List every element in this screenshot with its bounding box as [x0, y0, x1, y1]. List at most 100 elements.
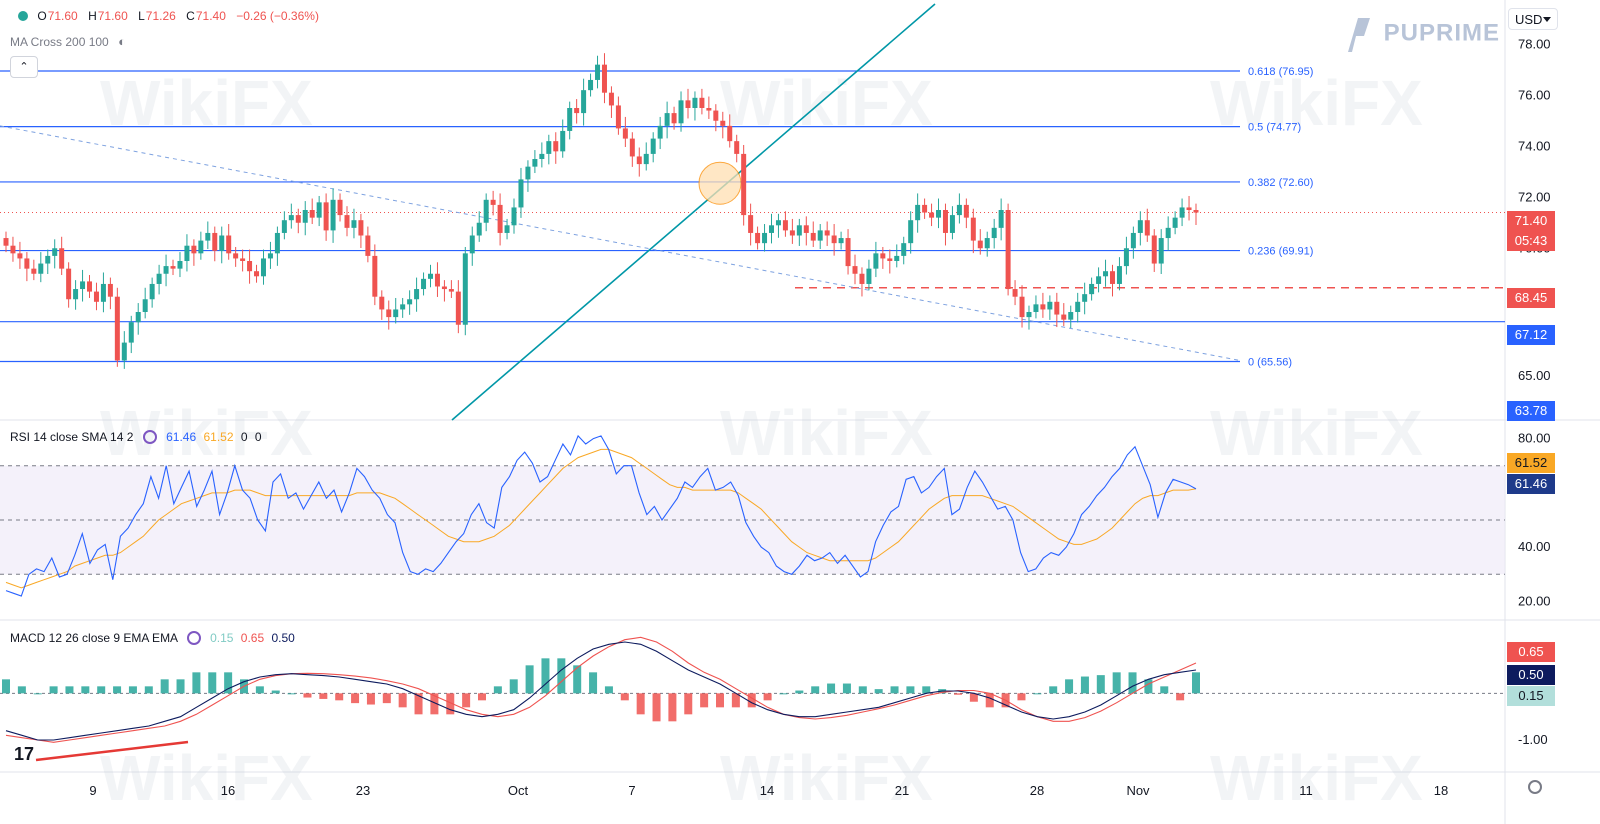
candle-body [963, 204, 969, 218]
tradingview-logo-icon[interactable]: 17 [14, 744, 34, 765]
candle [1026, 305, 1032, 330]
candle [240, 249, 246, 272]
tradingview-mark: 17 [14, 744, 35, 764]
time-tick-label: 23 [356, 783, 370, 798]
candle [768, 213, 774, 244]
macd-hist-bar [208, 672, 217, 694]
candle-body [1103, 271, 1109, 277]
macd-settings-icon[interactable] [186, 631, 201, 645]
candle [1019, 285, 1025, 328]
collapse-legend-button[interactable]: ⌃ [10, 56, 38, 78]
candle-body [866, 268, 872, 284]
candle-body [1137, 220, 1143, 233]
time-tick-label: Oct [508, 783, 529, 798]
macd-hist-bar [255, 686, 264, 694]
macd-hist-bar [287, 693, 296, 695]
rsi-value: 61.46 [166, 430, 197, 444]
candle-body [1033, 304, 1039, 312]
falling-trendline [0, 125, 1241, 361]
watermark-text: WikiFX [720, 67, 933, 139]
candle [247, 249, 253, 284]
candle [469, 226, 475, 266]
candle-body [713, 110, 719, 121]
candle-body [177, 261, 183, 269]
eye-off-icon[interactable]: ◐ [118, 34, 126, 49]
candle [796, 218, 802, 246]
candle [1144, 208, 1150, 242]
candle-body [720, 120, 726, 126]
macd-hist-bar [557, 658, 566, 694]
macd-hist-bar [271, 690, 280, 694]
macd-hist-bar [414, 693, 423, 715]
candle-body [434, 273, 440, 287]
fib-label: 0.382 (72.60) [1248, 177, 1313, 189]
candle-body [288, 215, 294, 221]
candle [1137, 211, 1143, 246]
candle [156, 264, 162, 295]
candle-body [372, 255, 378, 297]
candle-body [692, 97, 698, 108]
candle-body [664, 113, 670, 126]
price-tick-label: 72.00 [1518, 189, 1551, 204]
candle-body [45, 255, 51, 264]
macd-hist-bar [398, 693, 407, 708]
indicator-legend[interactable]: MA Cross 200 100 ◐ [10, 34, 126, 49]
candle-body [344, 215, 350, 228]
candle [295, 208, 301, 234]
candle [608, 86, 614, 118]
candle-body [59, 248, 65, 269]
candle-body [1186, 207, 1192, 210]
rsi-tick-label: 20.00 [1518, 593, 1551, 608]
candle [720, 111, 726, 139]
macd-legend[interactable]: MACD 12 26 close 9 EMA EMA 0.15 0.65 0.5… [10, 631, 299, 645]
macd-hist-bar [160, 679, 169, 694]
watermark-text: WikiFX [100, 742, 313, 814]
candle-body [650, 138, 656, 154]
candle-body [1047, 301, 1053, 310]
candle-body [379, 296, 385, 310]
candle [323, 193, 329, 241]
candle [1165, 216, 1171, 251]
candle [52, 239, 58, 269]
candle-body [1179, 207, 1185, 218]
candle [476, 211, 482, 242]
settings-gear-icon[interactable] [1528, 780, 1542, 794]
candle [956, 193, 962, 224]
candle-body [977, 240, 983, 249]
candle [1158, 229, 1164, 275]
candle-body [949, 215, 955, 233]
macd-value-label: 0.50 [1507, 665, 1555, 685]
candle-body [295, 215, 301, 223]
candle-body [281, 220, 287, 233]
watermark-text: WikiFX [1210, 67, 1423, 139]
indicator-name[interactable]: MA Cross 200 100 [10, 35, 109, 49]
candle-body [1054, 301, 1060, 315]
rsi-sma-line [5, 448, 1197, 589]
candle-body [1193, 210, 1199, 213]
open-label: O [37, 9, 47, 23]
candle [636, 147, 642, 177]
candle-body [1026, 312, 1032, 318]
last-price-label: 71.40 [1507, 211, 1555, 231]
dashed-level-label: 68.45 [1507, 288, 1555, 308]
candle-body [560, 130, 566, 152]
candle-body [741, 153, 747, 216]
candle-body [831, 235, 837, 244]
macd-hist-bar [922, 686, 931, 694]
candle-body [274, 232, 280, 254]
candle-body [240, 258, 246, 261]
candle-body [1089, 283, 1095, 295]
candle [615, 96, 621, 135]
candle-body [936, 210, 942, 218]
candle [560, 119, 566, 158]
candle [490, 190, 496, 216]
rsi-settings-icon[interactable] [142, 430, 157, 444]
candle-body [845, 238, 851, 267]
candle-body [608, 92, 614, 106]
candle-body [1096, 276, 1102, 284]
candle [706, 96, 712, 119]
rsi-legend[interactable]: RSI 14 close SMA 14 2 61.46 61.52 0 0 [10, 430, 266, 444]
currency-selector[interactable]: USD [1508, 8, 1558, 30]
candle [274, 226, 280, 266]
